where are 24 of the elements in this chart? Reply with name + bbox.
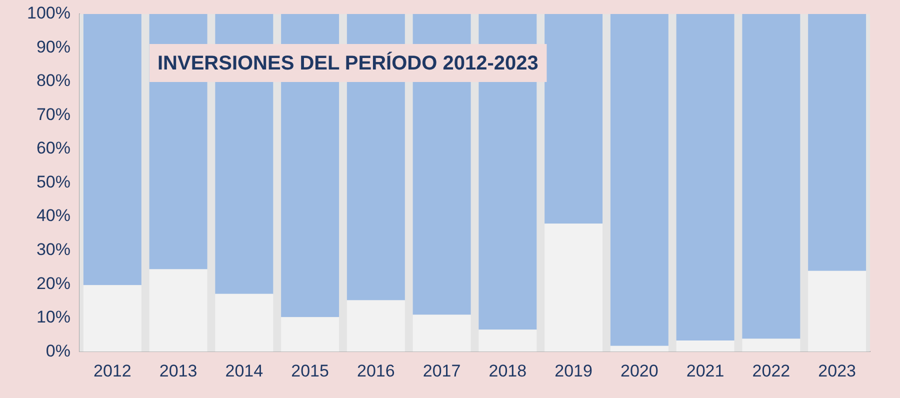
y-tick-label: 30% (36, 240, 70, 260)
y-tick-label: 10% (36, 308, 70, 327)
x-tick-label: 2018 (488, 361, 527, 380)
x-tick-label: 2022 (752, 361, 790, 380)
x-tick-label: 2023 (818, 361, 856, 380)
x-tick-label: 2019 (554, 361, 592, 380)
y-tick-label: 20% (36, 274, 70, 293)
y-tick-label: 80% (36, 71, 70, 90)
y-tick-label: 40% (36, 206, 70, 226)
y-tick-label: 100% (26, 4, 70, 23)
x-tick-label: 2020 (620, 361, 658, 380)
y-tick-label: 0% (46, 341, 70, 360)
y-tick-label: 90% (36, 37, 70, 56)
x-tick-label: 2016 (357, 361, 395, 380)
text: INVERSIONES DEL PERÍODO 2012-2023 (157, 52, 538, 75)
x-tick-label: 2014 (225, 361, 264, 380)
x-tick-label: 2013 (159, 361, 198, 380)
y-tick-label: 50% (36, 172, 70, 192)
x-tick-label: 2015 (291, 361, 329, 380)
x-tick-label: 2012 (94, 361, 132, 380)
y-tick-label: 70% (36, 104, 70, 124)
x-tick-label: 2017 (422, 361, 461, 380)
x-tick-label: 2021 (686, 361, 724, 380)
y-tick-label: 60% (36, 138, 70, 158)
